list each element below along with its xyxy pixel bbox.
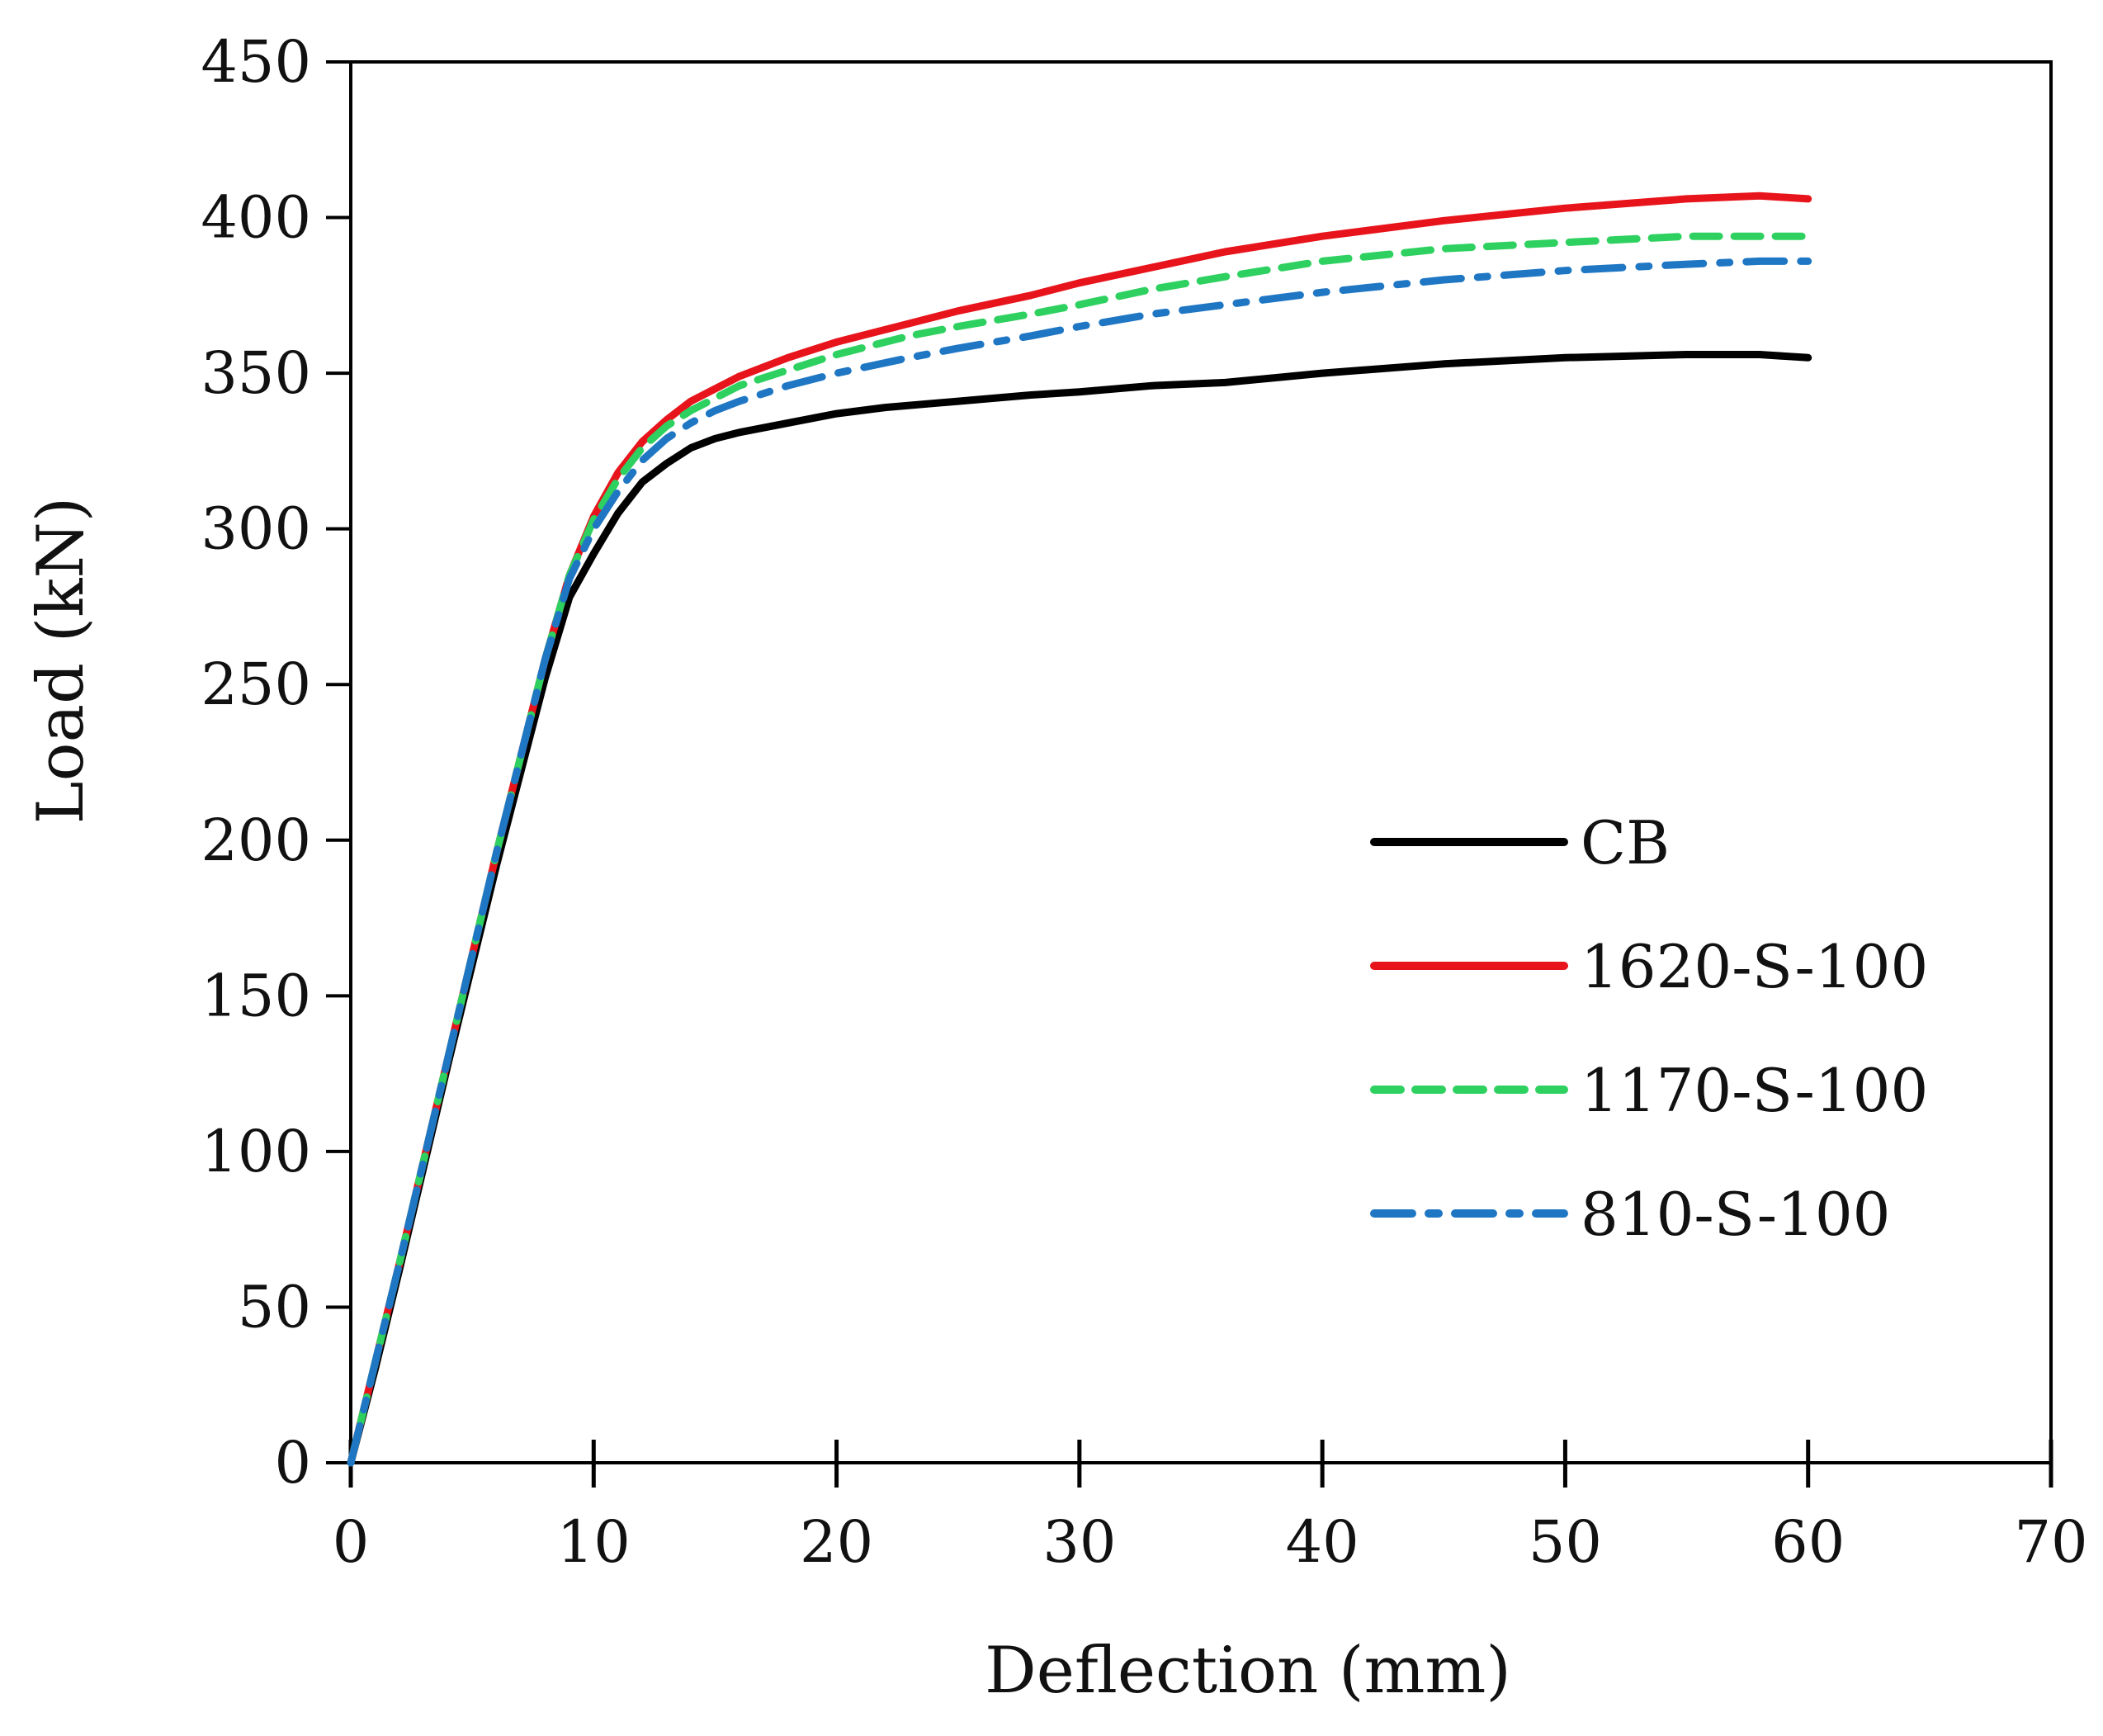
y-tick-label: 350 [201,339,311,407]
x-tick-label: 20 [800,1508,873,1576]
x-tick-label: 50 [1529,1508,1602,1576]
legend-label-cb: CB [1581,808,1670,877]
plot-frame [349,60,2053,1464]
legend-label-1620-s-100: 1620-S-100 [1581,932,1928,1001]
y-axis-title: Load (kN) [24,497,98,824]
y-tick-label: 450 [201,28,311,96]
y-tick-label: 50 [238,1273,311,1341]
x-tick-label: 0 [333,1508,370,1576]
x-tick-label: 40 [1286,1508,1359,1576]
x-axis-title: Deflection (mm) [985,1634,1511,1708]
y-tick-label: 250 [201,650,311,718]
legend-label-810-s-100: 810-S-100 [1581,1180,1890,1249]
legend-label-1170-s-100: 1170-S-100 [1581,1056,1928,1125]
series-line-cb [347,351,1812,1467]
x-tick-label: 10 [557,1508,631,1576]
y-tick-label: 150 [201,962,311,1029]
y-tick-label: 200 [201,807,311,874]
y-tick-label: 100 [201,1118,311,1185]
y-tick-label: 0 [274,1429,311,1497]
series-line-810-s-100 [347,257,1812,1467]
x-tick-label: 70 [2014,1508,2087,1576]
x-tick-label: 60 [1771,1508,1845,1576]
y-tick-label: 400 [201,184,311,252]
x-tick-label: 30 [1042,1508,1116,1576]
y-tick-label: 300 [201,495,311,563]
